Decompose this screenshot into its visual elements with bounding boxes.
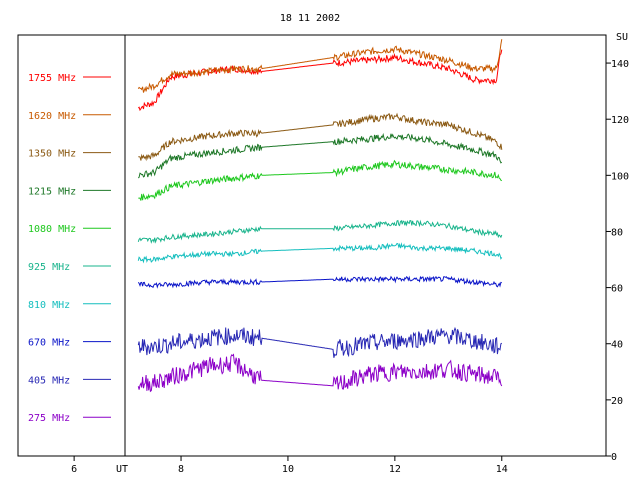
- x-tick-label: 10: [282, 464, 294, 475]
- series-line: [137, 39, 503, 93]
- legend-label: 275 MHz: [28, 413, 70, 424]
- y-tick-label: 80: [611, 227, 623, 238]
- series-line: [137, 275, 502, 289]
- legend-label: 810 MHz: [28, 300, 70, 311]
- y-axis-ticks: 0 20 40 60 80 100 120 140: [606, 59, 629, 463]
- x-axis-ticks: 6 8 10 12 14: [71, 456, 508, 475]
- legend-label: 670 MHz: [28, 338, 70, 349]
- y-tick-label: 20: [611, 396, 623, 407]
- chart-title: 18 11 2002: [280, 13, 340, 24]
- y-tick-label: 100: [611, 171, 629, 182]
- series-line: [137, 219, 503, 244]
- y-tick-label: 40: [611, 340, 623, 351]
- x-axis-label: UT: [116, 464, 128, 475]
- legend-label: 1755 MHz: [28, 73, 76, 84]
- legend-label: 1620 MHz: [28, 111, 76, 122]
- y-tick-label: 120: [611, 115, 629, 126]
- x-tick-label: 6: [71, 464, 77, 475]
- legend-label: 1215 MHz: [28, 186, 76, 197]
- y-tick-label: 0: [611, 452, 617, 463]
- series-group: [137, 39, 503, 393]
- series-line: [138, 112, 503, 162]
- y-axis-label: SU: [616, 32, 628, 43]
- plot-frame: [17, 34, 607, 457]
- legend-label: 1080 MHz: [28, 224, 76, 235]
- series-line: [137, 242, 503, 264]
- legend: 1755 MHz 1620 MHz 1350 MHz 1215 MHz 1080 MHz…: [28, 73, 111, 424]
- legend-label: 405 MHz: [28, 375, 70, 386]
- y-tick-label: 140: [611, 59, 629, 70]
- x-tick-label: 14: [496, 464, 508, 475]
- legend-label: 925 MHz: [28, 262, 70, 273]
- legend-label: 1350 MHz: [28, 149, 76, 160]
- x-tick-label: 12: [389, 464, 401, 475]
- y-tick-label: 60: [611, 284, 623, 295]
- series-line: [137, 353, 503, 393]
- series-line: [138, 159, 503, 201]
- series-line: [137, 132, 503, 179]
- series-line: [137, 326, 503, 358]
- x-tick-label: 8: [178, 464, 184, 475]
